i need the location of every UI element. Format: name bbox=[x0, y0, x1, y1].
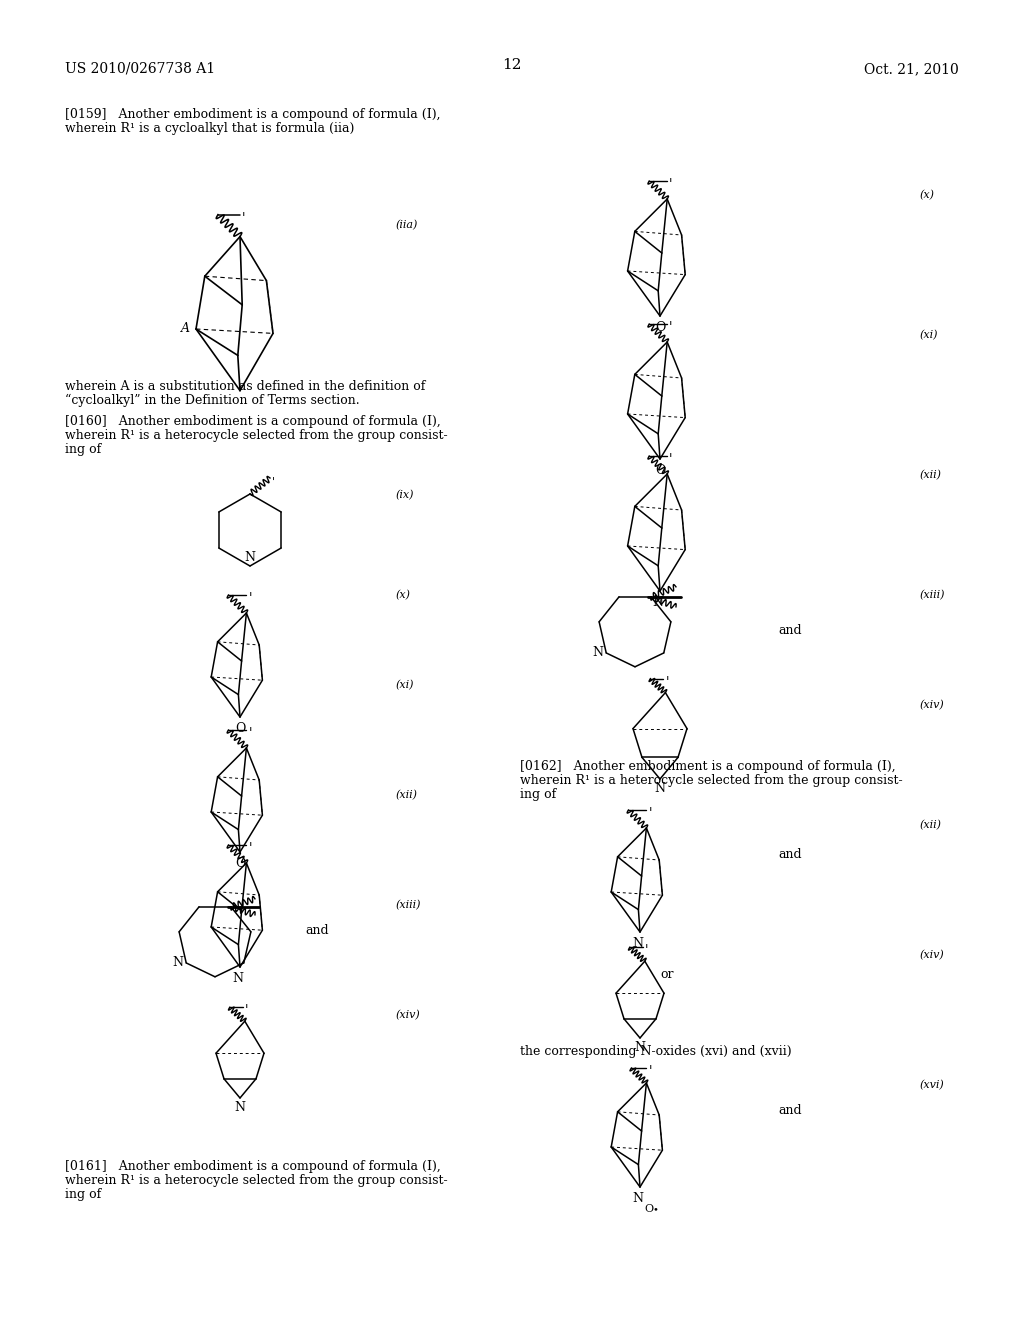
Text: N: N bbox=[654, 781, 666, 795]
Text: •: • bbox=[652, 1205, 657, 1214]
Text: N: N bbox=[232, 972, 244, 985]
Text: N: N bbox=[234, 1101, 246, 1114]
Text: 12: 12 bbox=[502, 58, 522, 73]
Text: and: and bbox=[305, 924, 329, 936]
Text: (xiv): (xiv) bbox=[920, 700, 945, 710]
Text: (xiv): (xiv) bbox=[395, 1010, 420, 1020]
Text: wherein R¹ is a heterocycle selected from the group consist-: wherein R¹ is a heterocycle selected fro… bbox=[520, 774, 902, 787]
Text: O: O bbox=[644, 1204, 653, 1214]
Text: [0160]   Another embodiment is a compound of formula (I),: [0160] Another embodiment is a compound … bbox=[65, 414, 440, 428]
Text: (xiii): (xiii) bbox=[395, 900, 421, 911]
Text: ': ' bbox=[249, 591, 252, 605]
Text: (ix): (ix) bbox=[395, 490, 414, 500]
Text: (x): (x) bbox=[395, 590, 410, 601]
Text: (xii): (xii) bbox=[920, 470, 942, 480]
Text: US 2010/0267738 A1: US 2010/0267738 A1 bbox=[65, 62, 215, 77]
Text: N: N bbox=[172, 957, 183, 969]
Text: (xvi): (xvi) bbox=[920, 1080, 945, 1090]
Text: N: N bbox=[245, 550, 256, 564]
Text: ': ' bbox=[242, 211, 246, 224]
Text: ': ' bbox=[648, 1065, 652, 1078]
Text: ing of: ing of bbox=[65, 1188, 101, 1201]
Text: N: N bbox=[635, 1041, 645, 1053]
Text: ing of: ing of bbox=[65, 444, 101, 455]
Text: ': ' bbox=[670, 453, 673, 466]
Text: wherein A is a substitution as defined in the definition of: wherein A is a substitution as defined i… bbox=[65, 380, 425, 393]
Text: ': ' bbox=[645, 944, 648, 957]
Text: O: O bbox=[654, 465, 666, 477]
Text: the corresponding N-oxides (xvi) and (xvii): the corresponding N-oxides (xvi) and (xv… bbox=[520, 1045, 792, 1059]
Text: (xi): (xi) bbox=[395, 680, 414, 690]
Text: N: N bbox=[633, 1192, 643, 1205]
Text: wherein R¹ is a heterocycle selected from the group consist-: wherein R¹ is a heterocycle selected fro… bbox=[65, 429, 447, 442]
Text: ': ' bbox=[272, 477, 275, 487]
Text: ': ' bbox=[249, 842, 252, 855]
Text: (xiv): (xiv) bbox=[920, 950, 945, 961]
Text: or: or bbox=[660, 969, 674, 982]
Text: N: N bbox=[652, 597, 664, 609]
Text: ': ' bbox=[670, 178, 673, 191]
Text: Oct. 21, 2010: Oct. 21, 2010 bbox=[864, 62, 959, 77]
Text: wherein R¹ is a cycloalkyl that is formula (iia): wherein R¹ is a cycloalkyl that is formu… bbox=[65, 121, 354, 135]
Text: (x): (x) bbox=[920, 190, 935, 201]
Text: (xi): (xi) bbox=[920, 330, 939, 341]
Text: (xii): (xii) bbox=[920, 820, 942, 830]
Text: A: A bbox=[181, 322, 190, 335]
Text: [0161]   Another embodiment is a compound of formula (I),: [0161] Another embodiment is a compound … bbox=[65, 1160, 440, 1173]
Text: O: O bbox=[234, 857, 245, 870]
Text: ': ' bbox=[648, 807, 652, 820]
Text: [0162]   Another embodiment is a compound of formula (I),: [0162] Another embodiment is a compound … bbox=[520, 760, 896, 774]
Text: N: N bbox=[592, 647, 603, 660]
Text: and: and bbox=[778, 849, 802, 862]
Text: N: N bbox=[633, 937, 643, 950]
Text: wherein R¹ is a heterocycle selected from the group consist-: wherein R¹ is a heterocycle selected fro… bbox=[65, 1173, 447, 1187]
Text: O: O bbox=[234, 722, 245, 735]
Text: (iia): (iia) bbox=[395, 220, 418, 230]
Text: O: O bbox=[654, 321, 666, 334]
Text: ': ' bbox=[249, 727, 252, 741]
Text: and: and bbox=[778, 623, 802, 636]
Text: ': ' bbox=[245, 1005, 248, 1018]
Text: ': ' bbox=[666, 676, 669, 689]
Text: (xiii): (xiii) bbox=[920, 590, 945, 601]
Text: [0159]   Another embodiment is a compound of formula (I),: [0159] Another embodiment is a compound … bbox=[65, 108, 440, 121]
Text: (xii): (xii) bbox=[395, 789, 417, 800]
Text: ': ' bbox=[670, 321, 673, 334]
Text: ing of: ing of bbox=[520, 788, 556, 801]
Text: “cycloalkyl” in the Definition of Terms section.: “cycloalkyl” in the Definition of Terms … bbox=[65, 393, 359, 408]
Text: and: and bbox=[778, 1104, 802, 1117]
